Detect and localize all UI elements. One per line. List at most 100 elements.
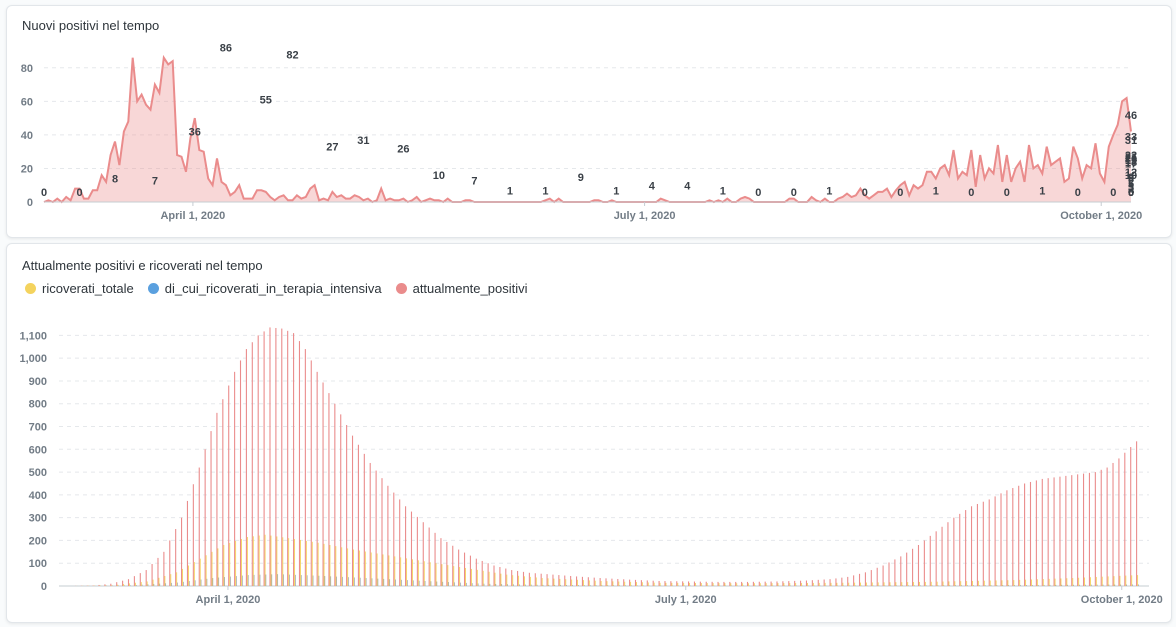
bar-positives <box>251 342 253 586</box>
bar-hospitalized <box>1089 577 1091 586</box>
bar-intensive <box>1108 584 1110 586</box>
bar-hospitalized <box>199 558 201 586</box>
bar-hospitalized <box>571 579 573 586</box>
bar-intensive <box>613 585 615 586</box>
bar-intensive <box>890 585 892 586</box>
bar-positives <box>735 581 737 586</box>
data-label: 7 <box>152 175 158 187</box>
bar-hospitalized <box>671 582 673 586</box>
bar-positives <box>576 576 578 586</box>
bar-positives <box>269 327 271 586</box>
bar-positives <box>912 548 914 586</box>
bar-positives <box>399 499 401 586</box>
bar-hospitalized <box>942 581 944 586</box>
bar-positives <box>917 544 920 586</box>
data-label: 1 <box>542 185 548 197</box>
bar-intensive <box>171 582 172 586</box>
data-label: 27 <box>326 142 338 154</box>
bar-intensive <box>401 579 402 586</box>
bar-intensive <box>1002 585 1004 586</box>
data-label: 17 <box>1125 159 1137 171</box>
data-label: 0 <box>1128 187 1134 199</box>
y-tick-label: 200 <box>29 535 47 547</box>
bar-positives <box>823 579 825 586</box>
bar-hospitalized <box>406 558 408 586</box>
bar-hospitalized <box>977 580 979 586</box>
bar-positives <box>664 581 666 586</box>
y-tick-label: 800 <box>29 399 47 411</box>
data-label: 1 <box>507 185 513 197</box>
bar-hospitalized <box>282 537 284 586</box>
bar-intensive <box>407 580 408 586</box>
bar-positives <box>505 568 507 586</box>
bar-intensive <box>937 585 939 586</box>
bar-hospitalized <box>1125 575 1127 586</box>
data-label: 20 <box>1125 153 1137 165</box>
bar-hospitalized <box>630 581 632 586</box>
bar-positives <box>245 349 247 586</box>
bar-intensive <box>436 581 438 586</box>
bar-positives <box>116 582 118 586</box>
bar-hospitalized <box>765 583 767 586</box>
bar-intensive <box>908 585 909 586</box>
bar-positives <box>882 565 884 586</box>
bar-positives <box>181 517 183 586</box>
bar-hospitalized <box>235 541 237 586</box>
bar-positives <box>617 578 619 586</box>
bar-intensive <box>524 584 526 586</box>
bar-intensive <box>619 585 620 586</box>
bar-intensive <box>371 578 373 586</box>
bar-intensive <box>1084 584 1086 586</box>
bar-hospitalized <box>288 538 290 586</box>
bar-intensive <box>336 576 337 586</box>
y-tick-label: 900 <box>29 376 47 388</box>
legend-item-positives[interactable]: attualmente_positivi <box>395 281 528 296</box>
bar-hospitalized <box>329 544 331 586</box>
bar-positives <box>717 581 719 586</box>
bar-hospitalized <box>624 581 626 586</box>
bar-intensive <box>118 585 119 586</box>
bar-hospitalized <box>394 556 396 586</box>
bar-hospitalized <box>954 581 956 586</box>
current-positives-chart[interactable]: 0 100 200 300 400 500 600 700 800 900 1,000 1,100 Ap… <box>7 244 1171 622</box>
bar-hospitalized <box>1031 579 1032 586</box>
bar-hospitalized <box>730 583 732 586</box>
bar-positives <box>988 499 990 586</box>
legend-item-intensive[interactable]: di_cui_ricoverati_in_terapia_intensiva <box>147 281 382 296</box>
bar-hospitalized <box>105 585 107 586</box>
bar-hospitalized <box>889 582 891 586</box>
bar-hospitalized <box>860 582 861 586</box>
bar-intensive <box>919 585 921 586</box>
bar-intensive <box>218 577 220 586</box>
x-tick-label: April 1, 2020 <box>196 594 261 606</box>
bar-hospitalized <box>812 582 814 586</box>
bar-hospitalized <box>129 583 130 586</box>
legend-item-hospitalized[interactable]: ricoverati_totale <box>25 281 134 296</box>
bar-hospitalized <box>612 581 614 586</box>
bar-hospitalized <box>712 583 714 586</box>
bar-intensive <box>902 585 903 586</box>
bar-intensive <box>595 585 597 586</box>
bar-positives <box>334 403 336 586</box>
bar-intensive <box>206 578 208 586</box>
bar-intensive <box>200 579 202 586</box>
bar-hospitalized <box>924 581 926 586</box>
bar-hospitalized <box>252 536 254 586</box>
bar-intensive <box>955 585 956 586</box>
bar-positives <box>163 551 165 586</box>
bar-hospitalized <box>535 577 537 586</box>
bar-hospitalized <box>453 566 455 586</box>
bar-hospitalized <box>1042 579 1044 586</box>
chart-title-current-positives: Attualmente positivi e ricoverati nel te… <box>22 258 263 273</box>
bar-hospitalized <box>465 567 466 586</box>
bar-hospitalized <box>364 551 366 586</box>
bar-positives <box>304 349 306 586</box>
bar-hospitalized <box>936 581 938 586</box>
data-label: 0 <box>41 187 47 199</box>
data-label: 4 <box>649 180 656 192</box>
bar-hospitalized <box>718 583 720 586</box>
bar-positives <box>676 581 678 586</box>
bar-positives <box>1065 475 1067 586</box>
bar-positives <box>953 517 955 586</box>
